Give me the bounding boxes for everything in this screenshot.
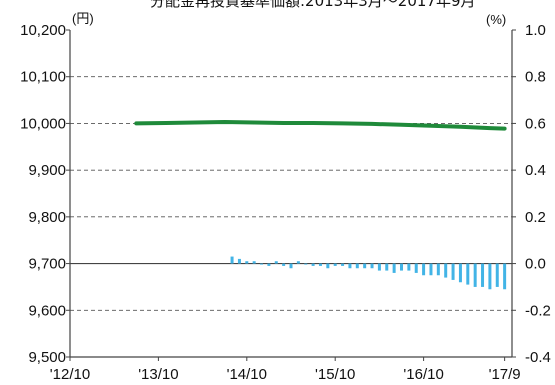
bar-35 [488, 263, 492, 290]
bar-33 [473, 263, 477, 287]
bar-0 [230, 256, 234, 264]
bar-23 [400, 263, 403, 271]
bar-1 [237, 258, 241, 264]
left-tick-label-6: 9,600 [28, 302, 66, 319]
line-point-12 [489, 127, 491, 129]
line-point-2 [194, 121, 197, 124]
left-tick-label-1: 10,100 [20, 69, 66, 86]
bar-30 [451, 263, 455, 280]
tick-labels: 10,200 10,100 10,000 9,900 9,800 9,700 9,600 9,… [20, 22, 551, 383]
right-tick-label-7: -0.4 [525, 349, 551, 366]
line-point-13 [503, 127, 506, 130]
bar-32 [466, 263, 470, 285]
bar-28 [436, 263, 440, 276]
bar-14 [333, 263, 337, 266]
right-tick-label-1: 0.8 [525, 69, 546, 86]
x-tick-label-2: '14/10 [227, 366, 267, 383]
line-point-10 [430, 124, 432, 127]
bar-37 [503, 263, 507, 290]
line-point-0 [135, 122, 138, 125]
bar-13 [326, 263, 330, 269]
bar-25 [414, 263, 418, 273]
bar-11 [311, 263, 315, 266]
bar-17 [355, 263, 359, 269]
bar-3 [252, 261, 256, 264]
left-tick-label-4: 9,800 [28, 209, 66, 226]
line-point-7 [341, 122, 344, 125]
line-series [134, 120, 507, 131]
bar-36 [495, 263, 499, 287]
line-point-5 [282, 122, 285, 124]
x-tick-label-3: '15/10 [315, 366, 355, 383]
bar-27 [429, 263, 433, 276]
bar-2 [245, 261, 249, 264]
right-tick-label-4: 0.2 [525, 209, 546, 226]
left-tick-label-7: 9,500 [28, 349, 66, 366]
bar-5 [267, 263, 271, 266]
chart-title: 分配金再投資基準価額:2013年3月～2017年9月 [150, 0, 476, 10]
right-tick-label-0: 1.0 [525, 22, 546, 39]
bar-26 [422, 263, 426, 276]
bar-16 [348, 263, 352, 269]
line-point-4 [253, 121, 255, 124]
bar-7 [282, 263, 286, 266]
left-tick-label-0: 10,200 [20, 22, 66, 39]
bar-series [230, 256, 507, 290]
bar-29 [444, 263, 448, 278]
axes [66, 29, 516, 361]
bar-9 [296, 261, 300, 264]
bar-20 [377, 263, 381, 271]
bar-24 [407, 263, 411, 271]
left-tick-label-2: 10,000 [20, 115, 66, 132]
nav-line [134, 120, 507, 131]
x-tick-label-1: '13/10 [138, 366, 178, 383]
bar-31 [458, 263, 462, 283]
left-axis-unit: (円) [72, 11, 94, 26]
bar-6 [274, 261, 278, 264]
line-point-3 [223, 121, 226, 123]
right-tick-label-2: 0.6 [525, 115, 546, 132]
left-tick-label-3: 9,900 [28, 162, 66, 179]
bar-4 [260, 263, 264, 265]
bar-8 [289, 263, 293, 269]
line-point-8 [371, 123, 373, 125]
right-axis-unit: (%) [486, 12, 506, 27]
line-point-1 [164, 122, 167, 124]
bar-15 [341, 263, 345, 266]
line-point-11 [459, 125, 462, 128]
x-tick-label-0: '12/10 [50, 366, 90, 383]
left-tick-label-5: 9,700 [28, 256, 66, 273]
right-tick-label-6: -0.2 [525, 302, 551, 319]
bar-10 [304, 263, 308, 265]
x-tick-label-5: '17/9 [489, 366, 521, 383]
bar-18 [363, 263, 367, 269]
right-tick-label-3: 0.4 [525, 162, 546, 179]
bar-21 [385, 263, 389, 271]
x-tick-label-4: '16/10 [403, 366, 443, 383]
bar-22 [392, 263, 396, 273]
right-tick-label-5: 0.0 [525, 256, 546, 273]
bar-19 [370, 263, 374, 269]
line-point-6 [312, 122, 314, 124]
bar-12 [318, 263, 322, 266]
line-point-9 [400, 124, 403, 126]
bar-34 [481, 263, 485, 287]
